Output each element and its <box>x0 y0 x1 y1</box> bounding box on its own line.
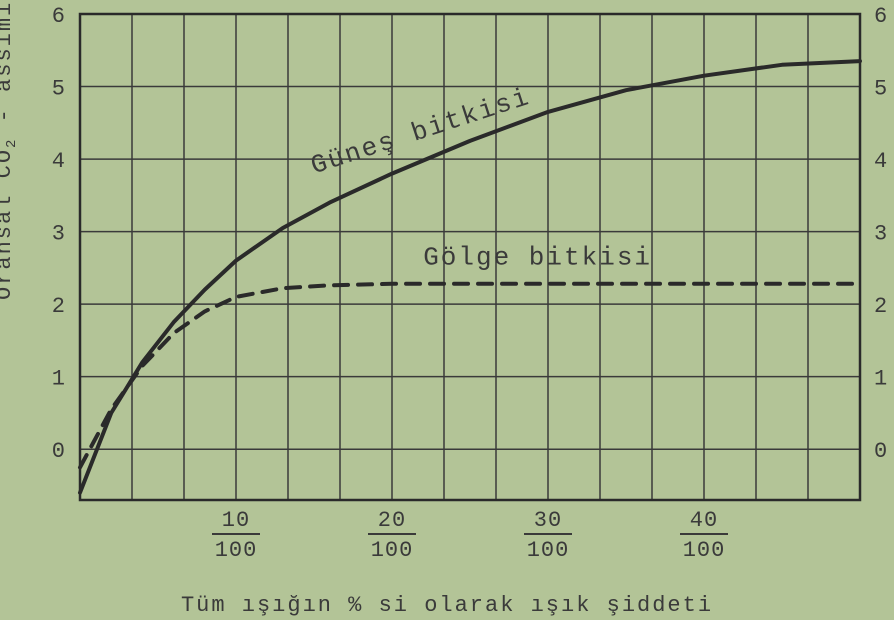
y-tick-right: 6 <box>874 4 888 29</box>
y-tick-left: 5 <box>52 77 66 102</box>
x-tick-num: 40 <box>690 508 718 533</box>
y-tick-right: 2 <box>874 294 888 319</box>
series-label-golge: Gölge bitkisi <box>423 242 652 272</box>
y-tick-left: 4 <box>52 149 66 174</box>
x-tick-den: 100 <box>527 538 570 563</box>
x-tick-den: 100 <box>683 538 726 563</box>
y-axis-label: Oransal CO2 - assimilâsyonu <box>0 0 20 300</box>
y-axis-label-text: Oransal CO2 - assimilâsyonu <box>0 0 17 300</box>
x-tick-den: 100 <box>215 538 258 563</box>
x-tick-num: 20 <box>378 508 406 533</box>
x-axis-caption: Tüm ışığın % si olarak ışık şiddeti <box>0 593 894 618</box>
y-tick-right: 0 <box>874 439 888 464</box>
y-tick-left: 1 <box>52 367 66 392</box>
y-tick-right: 3 <box>874 222 888 247</box>
y-tick-left: 3 <box>52 222 66 247</box>
y-tick-right: 1 <box>874 367 888 392</box>
series-golge <box>80 284 860 468</box>
x-tick-num: 30 <box>534 508 562 533</box>
x-tick-den: 100 <box>371 538 414 563</box>
x-tick-num: 10 <box>222 508 250 533</box>
line-chart: 0011223344556610100201003010040100Güneş … <box>0 0 894 620</box>
y-tick-left: 2 <box>52 294 66 319</box>
y-tick-left: 0 <box>52 439 66 464</box>
y-tick-left: 6 <box>52 4 66 29</box>
y-tick-right: 5 <box>874 77 888 102</box>
y-tick-right: 4 <box>874 149 888 174</box>
